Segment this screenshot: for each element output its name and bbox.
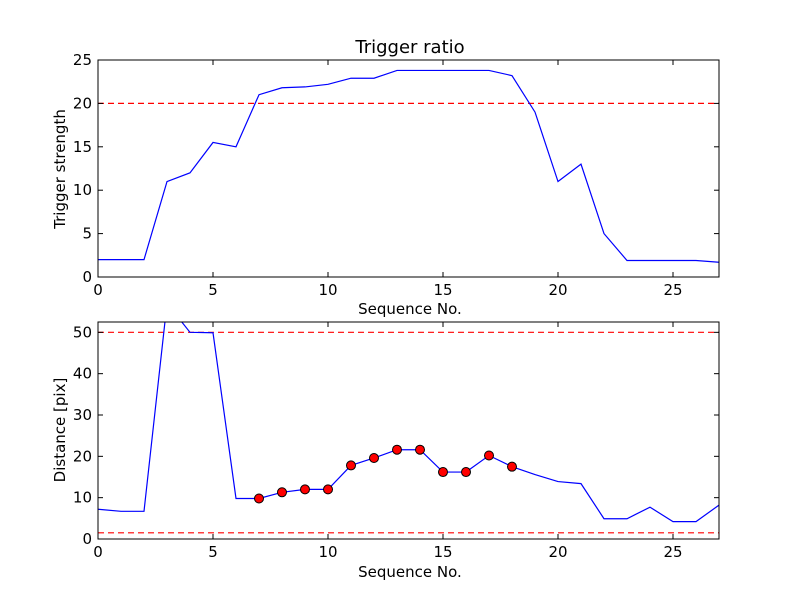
bottom-chart-y-tick-label: 0 xyxy=(82,530,92,548)
top-chart-x-tick-label: 25 xyxy=(663,281,682,299)
top-chart-y-tick-label: 0 xyxy=(82,268,92,286)
bottom-chart-data-point xyxy=(323,484,333,495)
top-chart-x-tick-label: 15 xyxy=(433,281,452,299)
bottom-chart-data-point xyxy=(369,452,379,463)
bottom-chart-data-point xyxy=(346,460,356,471)
top-chart-x-tick-label: 0 xyxy=(93,281,103,299)
bottom-chart-y-tick-label: 10 xyxy=(73,489,92,507)
bottom-chart-data-point xyxy=(254,493,264,504)
bottom-chart-x-tick-label: 10 xyxy=(318,543,337,561)
bottom-chart-x-tick-label: 5 xyxy=(208,543,218,561)
bottom-chart-x-axis-label: Sequence No. xyxy=(358,563,462,581)
top-chart-series-line-0 xyxy=(98,69,719,263)
bottom-chart-series-line-0 xyxy=(98,322,719,523)
bottom-chart: Sequence No. Distance [pix] 0 5 10 15 20 25 0 1… xyxy=(51,321,720,581)
bottom-chart-data-point xyxy=(484,450,494,461)
bottom-chart-data-point xyxy=(415,444,425,455)
bottom-chart-x-tick-label: 25 xyxy=(663,543,682,561)
bottom-chart-x-tick-label: 20 xyxy=(548,543,567,561)
bottom-chart-data-point xyxy=(277,487,287,498)
top-chart-title: Trigger ratio xyxy=(354,37,464,58)
bottom-chart-y-tick-label: 20 xyxy=(73,447,92,465)
top-chart-y-tick-label: 10 xyxy=(73,181,92,199)
top-chart-frame xyxy=(97,59,720,278)
bottom-chart-data-point xyxy=(507,461,517,472)
top-chart-y-tick-label: 20 xyxy=(73,94,92,112)
top-chart-y-tick-label: 5 xyxy=(82,225,92,243)
bottom-chart-plot-area xyxy=(98,322,719,534)
bottom-chart-x-tick-label: 0 xyxy=(93,543,103,561)
bottom-chart-data-point xyxy=(461,467,471,478)
top-chart: Trigger ratio Sequence No. Trigger stren… xyxy=(51,37,720,318)
bottom-chart-data-point xyxy=(392,444,402,455)
bottom-chart-frame xyxy=(97,321,720,540)
bottom-chart-y-axis-label: Distance [pix] xyxy=(51,378,69,483)
top-chart-x-tick-label: 5 xyxy=(208,281,218,299)
bottom-chart-data-point xyxy=(300,484,310,495)
top-chart-y-axis-label: Trigger strength xyxy=(51,109,69,230)
bottom-chart-y-tick-label: 50 xyxy=(73,323,92,341)
top-chart-y-tick-label: 15 xyxy=(73,138,92,156)
top-chart-y-tick-label: 25 xyxy=(73,51,92,69)
top-chart-x-axis-label: Sequence No. xyxy=(358,300,462,318)
top-chart-x-tick-label: 10 xyxy=(318,281,337,299)
bottom-chart-data-point xyxy=(438,467,448,478)
top-chart-x-tick-label: 20 xyxy=(548,281,567,299)
bottom-chart-y-tick-label: 40 xyxy=(73,365,92,383)
bottom-chart-x-tick-label: 15 xyxy=(433,543,452,561)
top-chart-plot-area xyxy=(98,69,719,263)
bottom-chart-y-tick-label: 30 xyxy=(73,406,92,424)
